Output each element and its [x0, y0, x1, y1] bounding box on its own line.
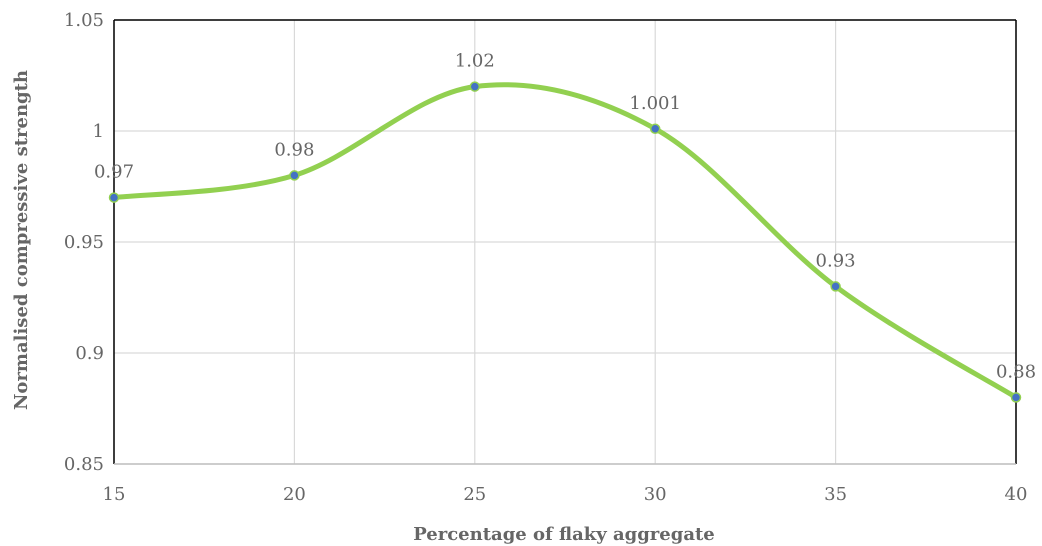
y-axis-title: Normalised compressive strength: [11, 70, 32, 410]
y-tick-label: 1.05: [64, 10, 104, 31]
x-tick-label: 15: [103, 484, 126, 505]
data-label: 0.97: [94, 162, 134, 183]
data-point: [649, 123, 661, 135]
y-tick-label: 1: [93, 121, 104, 142]
data-label: 1.001: [629, 93, 681, 114]
data-point: [1010, 392, 1022, 403]
data-point: [108, 192, 120, 203]
x-tick-label: 20: [283, 484, 306, 505]
data-label: 0.98: [274, 139, 314, 160]
tick-labels: 0.85 0.9 0.95 1 1.05 15 20 25 30 35 40: [64, 10, 1028, 505]
x-tick-label: 35: [824, 484, 847, 505]
series: [108, 81, 1022, 403]
x-tick-label: 30: [644, 484, 667, 505]
data-label: 0.88: [996, 361, 1036, 382]
data-point: [830, 281, 841, 292]
data-label: 0.93: [816, 250, 856, 271]
x-axis-title: Percentage of flaky aggregate: [413, 524, 715, 545]
y-tick-label: 0.95: [64, 232, 104, 253]
axes: [113, 19, 1017, 465]
series-line: [111, 82, 1019, 400]
x-tick-label: 25: [463, 484, 486, 505]
y-tick-label: 0.85: [64, 454, 104, 475]
y-tick-label: 0.9: [75, 343, 104, 364]
data-labels: 0.97 0.98 1.02 1.001 0.93 0.88: [94, 51, 1036, 383]
data-point: [289, 170, 300, 181]
data-point: [469, 81, 481, 92]
data-label: 1.02: [455, 51, 495, 72]
x-tick-label: 40: [1005, 484, 1028, 505]
